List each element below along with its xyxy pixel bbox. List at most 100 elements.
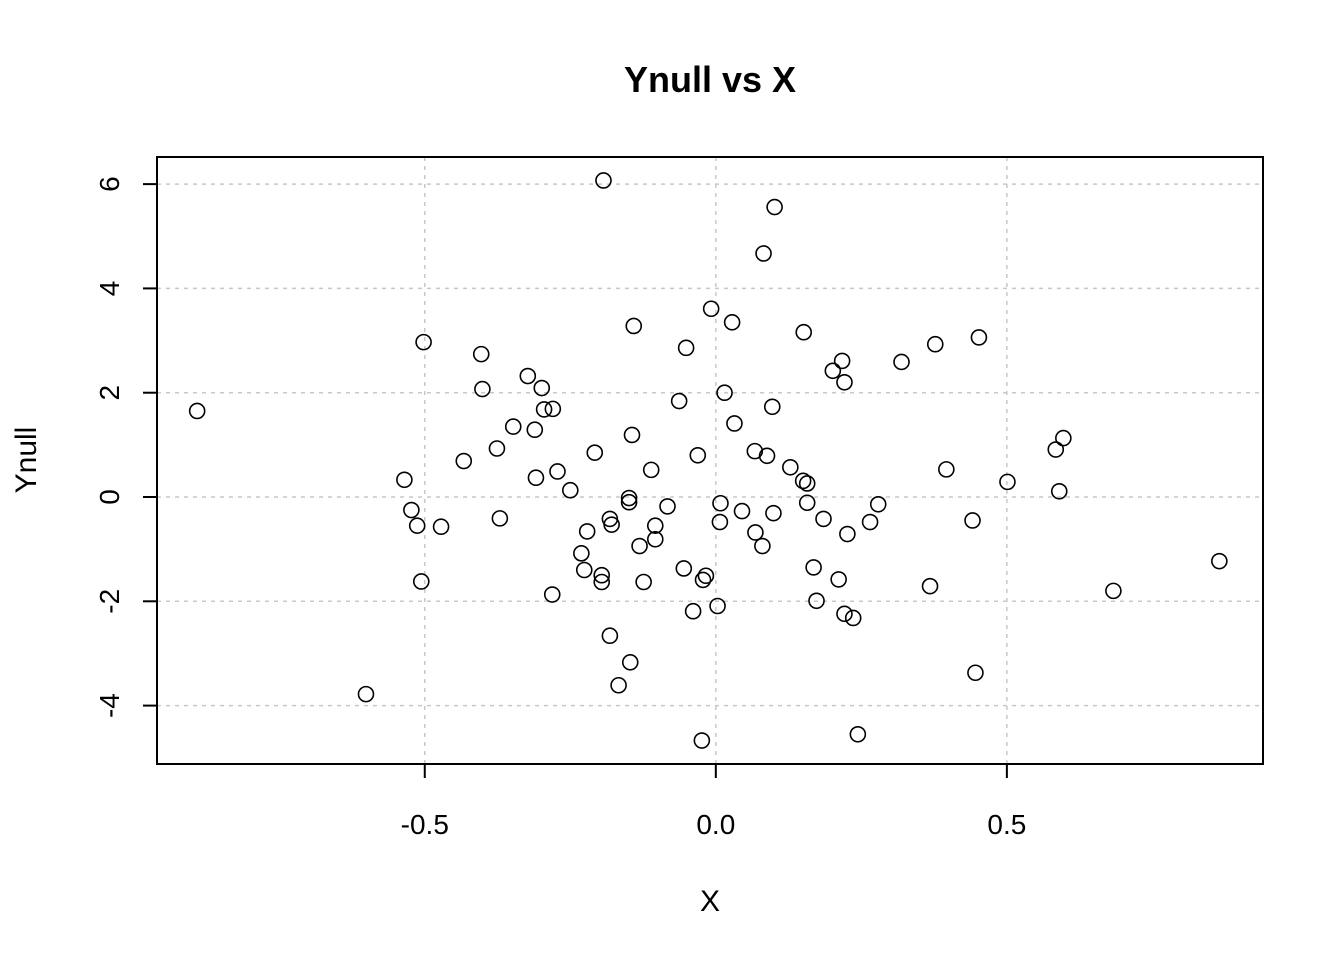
data-point xyxy=(754,537,771,555)
data-point xyxy=(967,664,984,682)
y-tick-label: 2 xyxy=(94,385,125,401)
data-point xyxy=(527,469,545,487)
data-point xyxy=(474,380,491,398)
data-point xyxy=(746,442,764,460)
data-point xyxy=(808,592,825,610)
data-point xyxy=(631,537,648,555)
data-point xyxy=(844,609,862,627)
data-point xyxy=(578,523,596,540)
data-point xyxy=(836,605,853,623)
grid-lines xyxy=(157,157,1263,764)
data-point xyxy=(403,501,420,519)
data-point xyxy=(488,440,506,457)
data-point xyxy=(659,498,676,515)
data-point xyxy=(561,481,579,499)
data-point xyxy=(861,513,879,531)
y-tick-label: -2 xyxy=(94,589,125,614)
data-point xyxy=(415,333,432,351)
data-point xyxy=(455,452,473,470)
data-point xyxy=(412,573,430,590)
data-point xyxy=(188,402,206,420)
y-axis-label: Ynull xyxy=(10,427,43,494)
x-axis-label: X xyxy=(700,885,720,918)
data-point xyxy=(620,489,638,507)
data-point xyxy=(726,415,743,432)
x-tick-label: 0.0 xyxy=(696,809,735,840)
data-point xyxy=(833,352,851,370)
data-point xyxy=(670,392,688,410)
data-point xyxy=(491,510,509,527)
data-point xyxy=(849,725,867,743)
data-point xyxy=(798,494,816,512)
data-point xyxy=(408,517,426,534)
data-point xyxy=(938,461,955,478)
data-point xyxy=(677,339,695,357)
data-point xyxy=(646,517,664,534)
data-point xyxy=(684,602,702,620)
y-axis: -4 -2 0 2 4 6 xyxy=(94,176,157,718)
data-point xyxy=(1050,482,1068,500)
data-point xyxy=(535,401,553,418)
data-point xyxy=(610,676,627,694)
data-point xyxy=(472,345,490,363)
data-point xyxy=(766,198,783,216)
data-point xyxy=(926,335,944,353)
data-point xyxy=(595,172,612,189)
data-point xyxy=(798,475,816,492)
data-point xyxy=(575,561,593,579)
data-point xyxy=(755,245,772,262)
data-point xyxy=(824,362,842,380)
data-point xyxy=(1105,582,1122,600)
data-point xyxy=(593,566,611,584)
data-point xyxy=(836,373,853,391)
data-point xyxy=(533,379,551,397)
data-point xyxy=(716,384,733,402)
data-point xyxy=(573,545,590,562)
data-point xyxy=(782,458,799,476)
data-point xyxy=(709,597,726,615)
data-point xyxy=(839,525,856,543)
data-point xyxy=(549,463,566,480)
data-point xyxy=(794,472,812,490)
data-point xyxy=(623,426,641,444)
y-tick-label: 0 xyxy=(94,489,125,505)
y-tick-label: -4 xyxy=(94,693,125,718)
data-point xyxy=(869,496,887,513)
data-point xyxy=(621,654,639,671)
data-point xyxy=(357,685,375,703)
data-point xyxy=(543,586,561,603)
data-point xyxy=(519,367,537,385)
data-point xyxy=(815,510,832,528)
y-tick-label: 4 xyxy=(94,281,125,297)
data-point xyxy=(999,473,1016,491)
data-point xyxy=(1211,552,1228,570)
data-point xyxy=(432,518,450,536)
data-point xyxy=(970,329,988,346)
data-point xyxy=(702,300,720,318)
data-point xyxy=(642,461,660,479)
y-tick-label: 6 xyxy=(94,176,125,192)
data-point xyxy=(603,516,620,533)
data-point xyxy=(758,447,776,465)
data-point xyxy=(504,418,522,435)
data-point xyxy=(711,513,729,531)
x-tick-label: -0.5 xyxy=(401,809,449,840)
data-point xyxy=(526,421,544,439)
data-point xyxy=(693,732,711,749)
data-point xyxy=(675,560,693,577)
data-point xyxy=(1047,441,1065,458)
data-point xyxy=(893,353,910,371)
data-point xyxy=(723,314,741,331)
data-point xyxy=(1055,429,1072,447)
chart-title: Ynull vs X xyxy=(624,59,796,100)
data-point xyxy=(646,530,664,548)
data-point xyxy=(830,571,847,588)
data-point xyxy=(689,446,707,464)
x-tick-label: 0.5 xyxy=(987,809,1026,840)
data-point xyxy=(396,471,413,489)
data-point xyxy=(765,504,782,522)
data-point xyxy=(635,573,652,591)
data-point xyxy=(601,627,619,645)
data-point xyxy=(625,317,643,335)
